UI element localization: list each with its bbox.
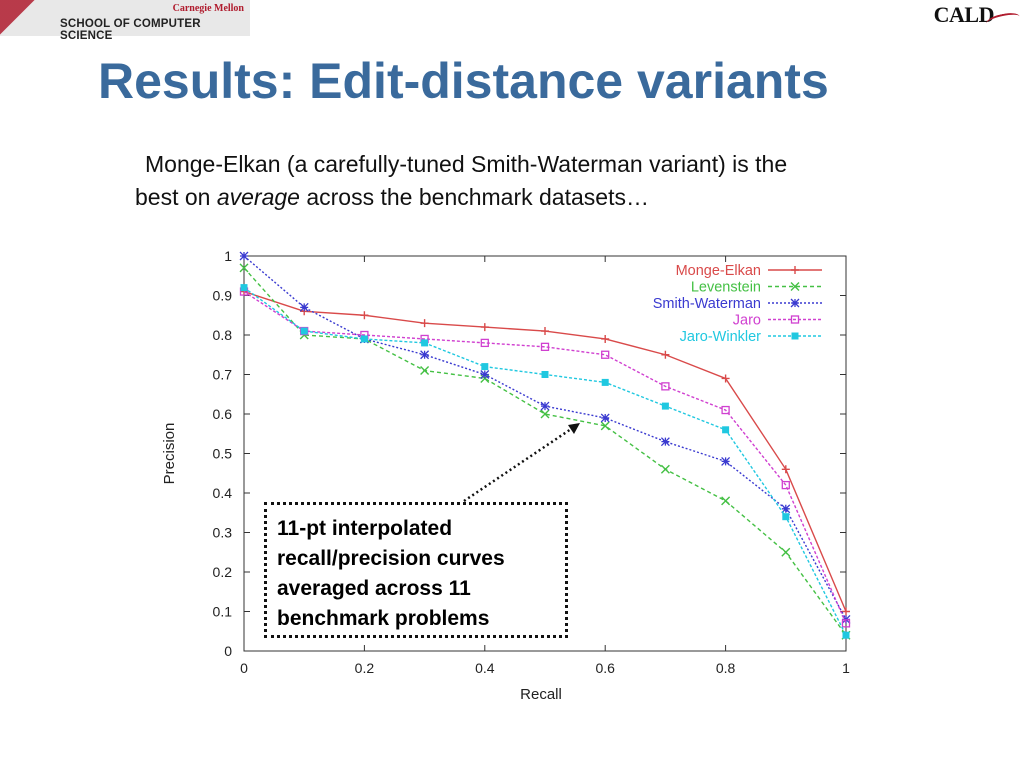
data-point-jaro-winkler [601, 378, 609, 386]
data-point-jaro-winkler [842, 631, 850, 639]
data-point-levenstein [781, 547, 791, 557]
data-point-monge-elkan [420, 319, 429, 328]
x-tick-label: 0 [240, 660, 248, 676]
data-point-jaro-winkler [421, 339, 429, 347]
data-point-levenstein [721, 496, 731, 506]
data-point-smith-waterman [239, 251, 249, 261]
data-point-jaro-winkler [722, 426, 730, 434]
data-point-smith-waterman [600, 413, 610, 423]
y-axis-label: Precision [161, 423, 178, 485]
body-line-2-end: across the benchmark datasets… [299, 184, 649, 210]
body-emphasis: average [216, 184, 300, 210]
data-point-jaro [661, 382, 670, 391]
y-tick-label: 0.7 [213, 367, 233, 383]
data-point-jaro-winkler [782, 513, 790, 521]
data-point-monge-elkan [360, 311, 369, 320]
x-axis-label: Recall [520, 686, 562, 703]
y-tick-label: 0.4 [213, 485, 233, 501]
university-name: Carnegie Mellon [172, 3, 244, 14]
x-tick-label: 0.8 [716, 660, 736, 676]
data-point-monge-elkan [661, 350, 670, 359]
data-point-smith-waterman [420, 350, 430, 360]
data-point-jaro [540, 342, 550, 351]
data-point-jaro-winkler [240, 284, 248, 292]
data-point-jaro [781, 480, 790, 490]
cald-logo: CALD [933, 2, 995, 27]
slide-title: Results: Edit-distance variants [98, 53, 829, 109]
annotation-arrow [463, 421, 581, 503]
legend-marker-levenstein [790, 282, 800, 291]
annotation-arrowhead [568, 423, 580, 434]
series-line-jaro [243, 290, 847, 624]
legend-label-jaro-winkler: Jaro-Winkler [680, 329, 762, 345]
legend-label-jaro: Jaro [733, 313, 761, 329]
data-point-smith-waterman [480, 370, 490, 379]
y-tick-label: 0.2 [213, 564, 233, 580]
school-name: SCHOOL OF COMPUTER SCIENCE [60, 18, 201, 42]
body-line-2-start: best on [135, 184, 217, 210]
x-tick-label: 0.6 [595, 660, 615, 676]
y-tick-label: 0.9 [213, 288, 233, 304]
data-point-jaro-winkler [360, 335, 368, 343]
data-point-monge-elkan [781, 465, 790, 474]
data-point-levenstein [600, 421, 610, 431]
data-point-smith-waterman [660, 437, 670, 447]
data-point-jaro-winkler [300, 327, 308, 335]
y-tick-label: 1 [224, 248, 232, 264]
data-point-smith-waterman [540, 401, 550, 411]
data-point-monge-elkan [480, 323, 489, 332]
data-point-smith-waterman [781, 504, 791, 514]
y-tick-label: 0.6 [213, 406, 233, 422]
legend-marker-monge-elkan [791, 266, 799, 274]
cmu-logo-mark [0, 0, 40, 36]
legend-label-monge-elkan: Monge-Elkan [676, 263, 761, 279]
data-point-levenstein [660, 464, 670, 474]
data-point-monge-elkan [601, 334, 610, 343]
legend-label-smith-waterman: Smith-Waterman [653, 296, 761, 312]
annotation-box: 11-pt interpolated recall/precision curv… [264, 502, 568, 638]
body-line-2: best on average across the benchmark dat… [135, 181, 955, 214]
data-point-jaro [601, 350, 610, 359]
data-point-smith-waterman [721, 456, 731, 466]
school-banner: Carnegie Mellon SCHOOL OF COMPUTER SCIEN… [0, 0, 250, 42]
x-tick-label: 1 [842, 660, 850, 676]
recall-precision-chart: 0 0.1 0.2 0.3 0.4 0.5 0.6 0.7 0.8 0.9 1 0 0.2 0.4 0.6 0… [161, 248, 851, 703]
y-tick-label: 0.8 [213, 327, 233, 343]
data-point-jaro [480, 338, 489, 348]
legend-marker-smith-waterman [790, 298, 800, 308]
x-tick-label: 0.4 [475, 660, 495, 676]
data-point-jaro [841, 619, 851, 628]
x-tick-label: 0.2 [355, 660, 375, 676]
y-tick-label: 0.5 [213, 446, 233, 462]
legend-label-levenstein: Levenstein [691, 280, 761, 296]
legend-marker-jaro-winkler [791, 332, 799, 340]
y-tick-label: 0 [224, 643, 232, 659]
data-point-levenstein [420, 366, 430, 376]
data-point-smith-waterman [299, 302, 309, 312]
legend-marker-jaro [790, 315, 800, 324]
slide-body: Monge-Elkan (a carefully-tuned Smith-Wat… [135, 148, 955, 214]
data-point-monge-elkan [721, 374, 730, 383]
data-point-jaro-winkler [541, 371, 549, 378]
data-point-levenstein [540, 409, 550, 419]
data-point-monge-elkan [541, 327, 549, 336]
y-tick-label: 0.3 [213, 525, 233, 541]
data-point-jaro-winkler [661, 402, 669, 410]
data-point-jaro-winkler [481, 363, 489, 371]
data-point-jaro [721, 405, 730, 415]
y-tick-label: 0.1 [213, 604, 233, 620]
data-point-monge-elkan [842, 607, 850, 616]
body-line-1: Monge-Elkan (a carefully-tuned Smith-Wat… [145, 151, 788, 177]
data-point-levenstein [239, 263, 249, 273]
